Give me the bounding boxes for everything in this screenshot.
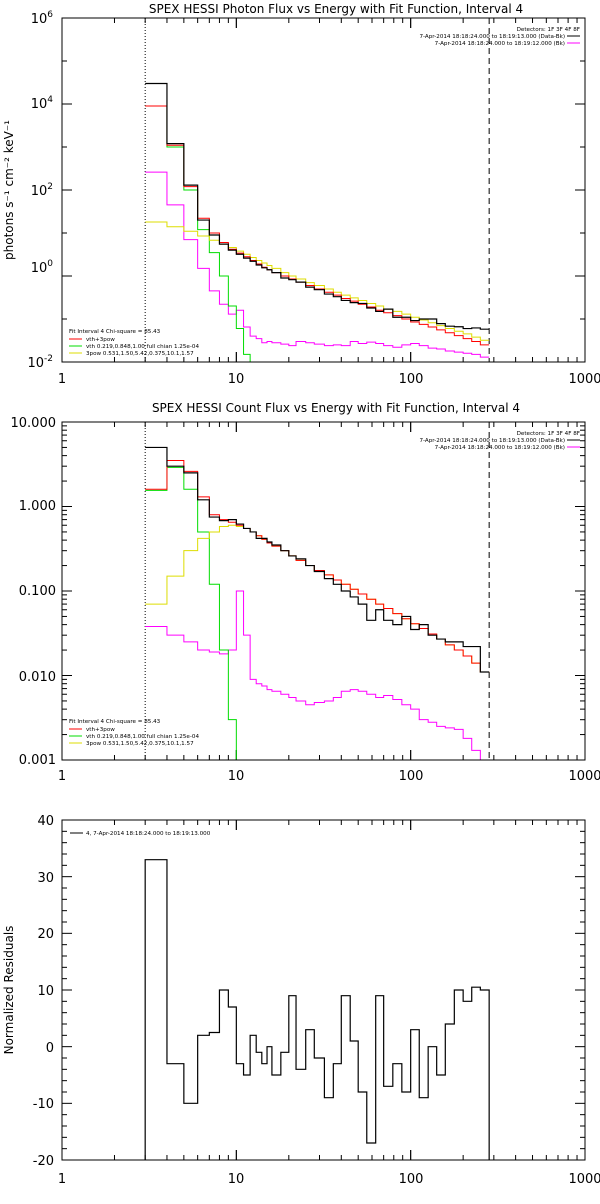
- y-tick-label: -10: [33, 1097, 54, 1112]
- legend-data-interval: 7-Apr-2014 18:18:24.000 to 18:19:13.000 …: [419, 438, 565, 444]
- residuals-y-axis-label: Normalized Residuals: [2, 926, 16, 1055]
- legend-fit-interval: Fit Interval 4 Chi-square = 85.43: [69, 719, 161, 725]
- legend-detectors: Detectors: 1F 3F 4F 8F: [517, 27, 580, 33]
- y-tick-label: 0: [46, 1041, 54, 1056]
- y-tick-label: -20: [33, 1154, 54, 1169]
- y-tick-label: 10.000: [11, 416, 57, 431]
- legend-total-label: vth+3pow: [86, 337, 115, 343]
- x-tick-label: 1: [58, 372, 66, 387]
- y-tick-label: 0.010: [19, 670, 56, 685]
- y-tick-label: 10: [37, 984, 54, 999]
- y-tick-label: 20: [37, 927, 54, 942]
- x-tick-label: 1000: [568, 1172, 600, 1187]
- photon-flux-title: SPEX HESSI Photon Flux vs Energy with Fi…: [149, 2, 523, 16]
- x-tick-label: 10: [228, 372, 245, 387]
- legend-powerlaw-label: 3pow 0.531,1.50,5.42,0.375,10.1,1.57: [86, 741, 194, 747]
- legend-fit-interval: Fit Interval 4 Chi-square = 85.43: [69, 329, 161, 335]
- y-tick-label: 30: [37, 871, 54, 886]
- x-tick-label: 10: [228, 1172, 245, 1187]
- x-tick-label: 1000: [568, 769, 600, 784]
- legend-bk-interval: 7-Apr-2014 18:18:24.000 to 18:19:12.000 …: [435, 41, 565, 47]
- photon-flux-y-axis-label: photons s⁻¹ cm⁻² keV⁻¹: [2, 120, 16, 260]
- legend-bk-interval: 7-Apr-2014 18:18:24.000 to 18:19:12.000 …: [435, 445, 565, 451]
- residuals-legend-label: 4, 7-Apr-2014 18:18:24.000 to 18:19:13.0…: [86, 831, 211, 837]
- legend-powerlaw-label: 3pow 0.531,1.50,5.42,0.375,10.1,1.57: [86, 351, 194, 357]
- legend-thermal-label: vth 0.219,0.848,1.00 full chian 1.25e-04: [86, 734, 199, 740]
- count-flux-title: SPEX HESSI Count Flux vs Energy with Fit…: [152, 401, 520, 415]
- x-tick-label: 100: [399, 1172, 424, 1187]
- y-tick-label: 1.000: [19, 499, 56, 514]
- y-tick-label: 0.001: [19, 753, 56, 768]
- legend-total-label: vth+3pow: [86, 727, 115, 733]
- x-tick-label: 100: [399, 769, 424, 784]
- legend-data-interval: 7-Apr-2014 18:18:24.000 to 18:19:13.000 …: [419, 34, 565, 40]
- x-tick-label: 10: [228, 769, 245, 784]
- x-tick-label: 1000: [568, 372, 600, 387]
- legend-thermal-label: vth 0.219,0.848,1.00 full chian 1.25e-04: [86, 344, 199, 350]
- x-tick-label: 1: [58, 769, 66, 784]
- x-tick-label: 1: [58, 1172, 66, 1187]
- y-tick-label: 40: [37, 814, 54, 829]
- y-tick-label: 0.100: [19, 584, 56, 599]
- x-tick-label: 100: [399, 372, 424, 387]
- legend-detectors: Detectors: 1F 3F 4F 8F: [517, 431, 580, 437]
